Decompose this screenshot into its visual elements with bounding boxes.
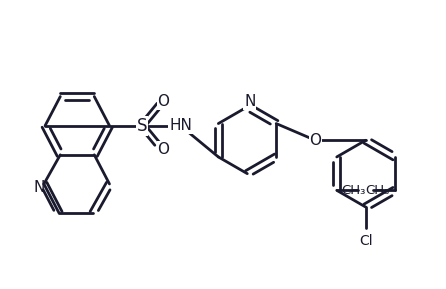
Text: Cl: Cl xyxy=(359,234,372,248)
Text: N: N xyxy=(244,95,256,110)
Text: CH₃: CH₃ xyxy=(365,184,390,197)
Text: S: S xyxy=(137,117,148,135)
Text: O: O xyxy=(157,142,169,157)
Text: N: N xyxy=(33,180,45,195)
Text: O: O xyxy=(157,95,169,110)
Text: O: O xyxy=(309,133,321,148)
Text: HN: HN xyxy=(169,118,192,133)
Text: CH₃: CH₃ xyxy=(342,184,366,197)
